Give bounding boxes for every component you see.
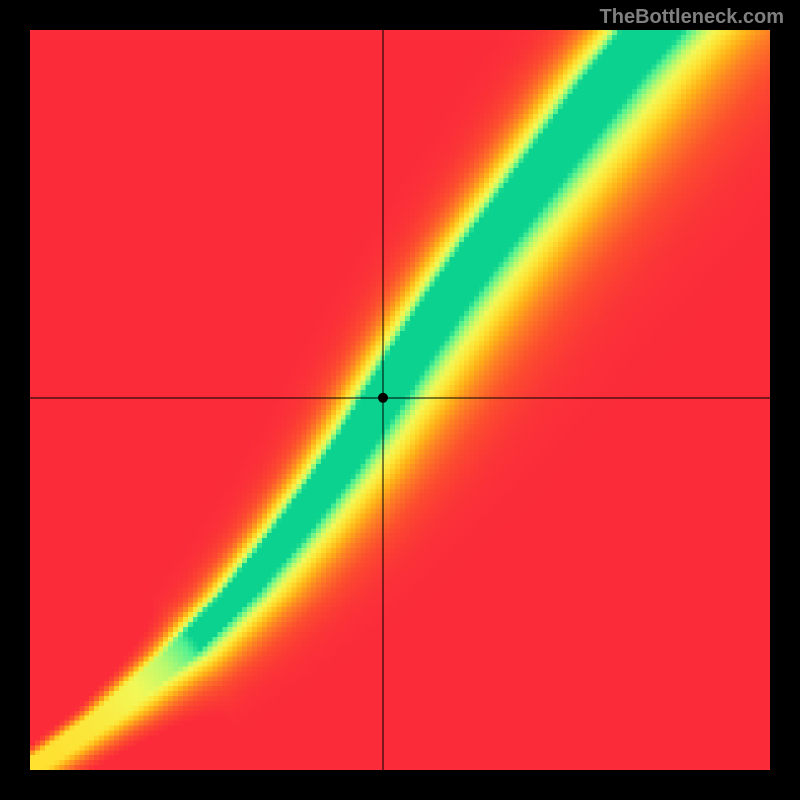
compatibility-heatmap <box>30 30 770 770</box>
chart-container: TheBottleneck.com <box>0 0 800 800</box>
watermark-text: TheBottleneck.com <box>600 6 784 29</box>
